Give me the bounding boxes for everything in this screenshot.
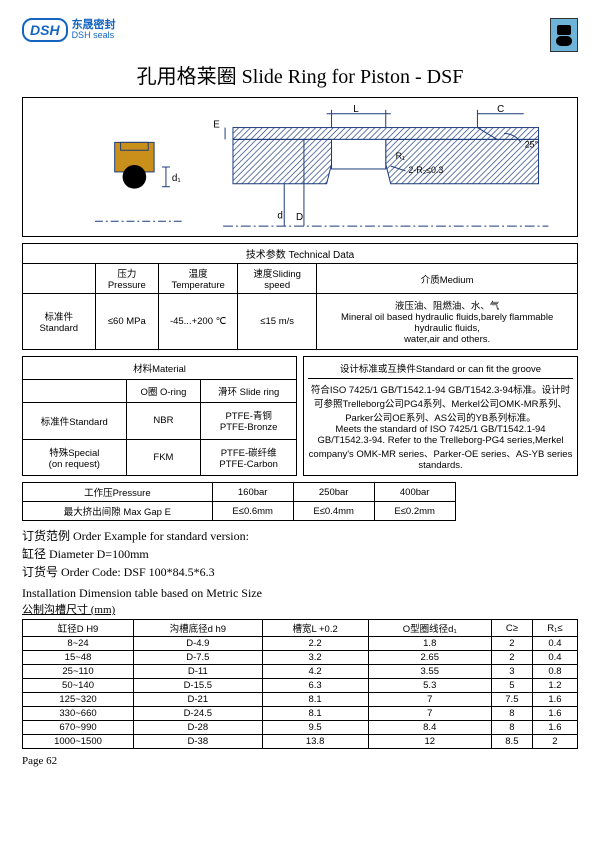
dim-col-header: 缸径D H9 [23,620,134,637]
table-row: 25~110D-114.23.5530.8 [23,665,578,679]
install-header: Installation Dimension table based on Me… [22,586,578,601]
logo-badge: DSH [22,18,68,42]
dim-col-header: 沟槽底径d h9 [134,620,263,637]
table-row: 8~24D-4.92.21.820.4 [23,637,578,651]
standard-box: 设计标准或互换件Standard or can fit the groove 符… [303,356,578,476]
dim-header-row: 缸径D H9沟槽底径d h9槽宽L +0.2O型圈线径d₁C≥R₁≤ [23,620,578,637]
tech-header: 技术参数 Technical Data [23,244,578,264]
dim-col-header: C≥ [491,620,532,637]
svg-text:d₁: d₁ [172,173,181,184]
install-sub: 公制沟槽尺寸 (mm) [22,601,578,617]
svg-text:d: d [277,210,282,221]
table-row: 1000~1500D-3813.8128.52 [23,735,578,749]
technical-diagram: d₁ L C 25° R₁ 2-R₂≤0.3 E d D [22,97,578,237]
logo-text: 东晟密封 DSH seals [72,19,116,41]
dimension-table: 缸径D H9沟槽底径d h9槽宽L +0.2O型圈线径d₁C≥R₁≤ 8~24D… [22,619,578,749]
svg-text:L: L [353,104,359,115]
material-standard-row: 材料Material O圈 O-ring 滑环 Slide ring 标准件St… [22,356,578,476]
dim-body: 8~24D-4.92.21.820.415~48D-7.53.22.6520.4… [23,637,578,749]
gap-table: 工作压Pressure 160bar 250bar 400bar 最大挤出间隙 … [22,482,456,521]
table-row: 125~320D-218.177.51.6 [23,693,578,707]
table-row: 50~140D-15.56.35.351.2 [23,679,578,693]
svg-text:D: D [296,212,303,223]
svg-text:C: C [497,104,504,115]
table-row: 15~48D-7.53.22.6520.4 [23,651,578,665]
logo: DSH 东晟密封 DSH seals [22,18,116,42]
dim-col-header: 槽宽L +0.2 [262,620,368,637]
svg-text:2-R₂≤0.3: 2-R₂≤0.3 [408,165,443,175]
dim-col-header: O型圈线径d₁ [368,620,491,637]
product-icon [550,18,578,52]
page-number: Page 62 [22,755,578,767]
material-table: 材料Material O圈 O-ring 滑环 Slide ring 标准件St… [22,356,297,476]
svg-text:E: E [213,120,220,131]
dim-col-header: R₁≤ [532,620,577,637]
technical-data-table: 技术参数 Technical Data 压力Pressure 温度Tempera… [22,243,578,350]
svg-text:R₁: R₁ [396,151,405,161]
order-example: 订货范例 Order Example for standard version:… [22,527,578,580]
page-title: 孔用格莱圈 Slide Ring for Piston - DSF [22,60,578,89]
svg-text:25°: 25° [525,139,539,149]
table-row: 330~660D-24.58.1781.6 [23,707,578,721]
table-row: 670~990D-289.58.481.6 [23,721,578,735]
page-header: DSH 东晟密封 DSH seals [22,18,578,52]
